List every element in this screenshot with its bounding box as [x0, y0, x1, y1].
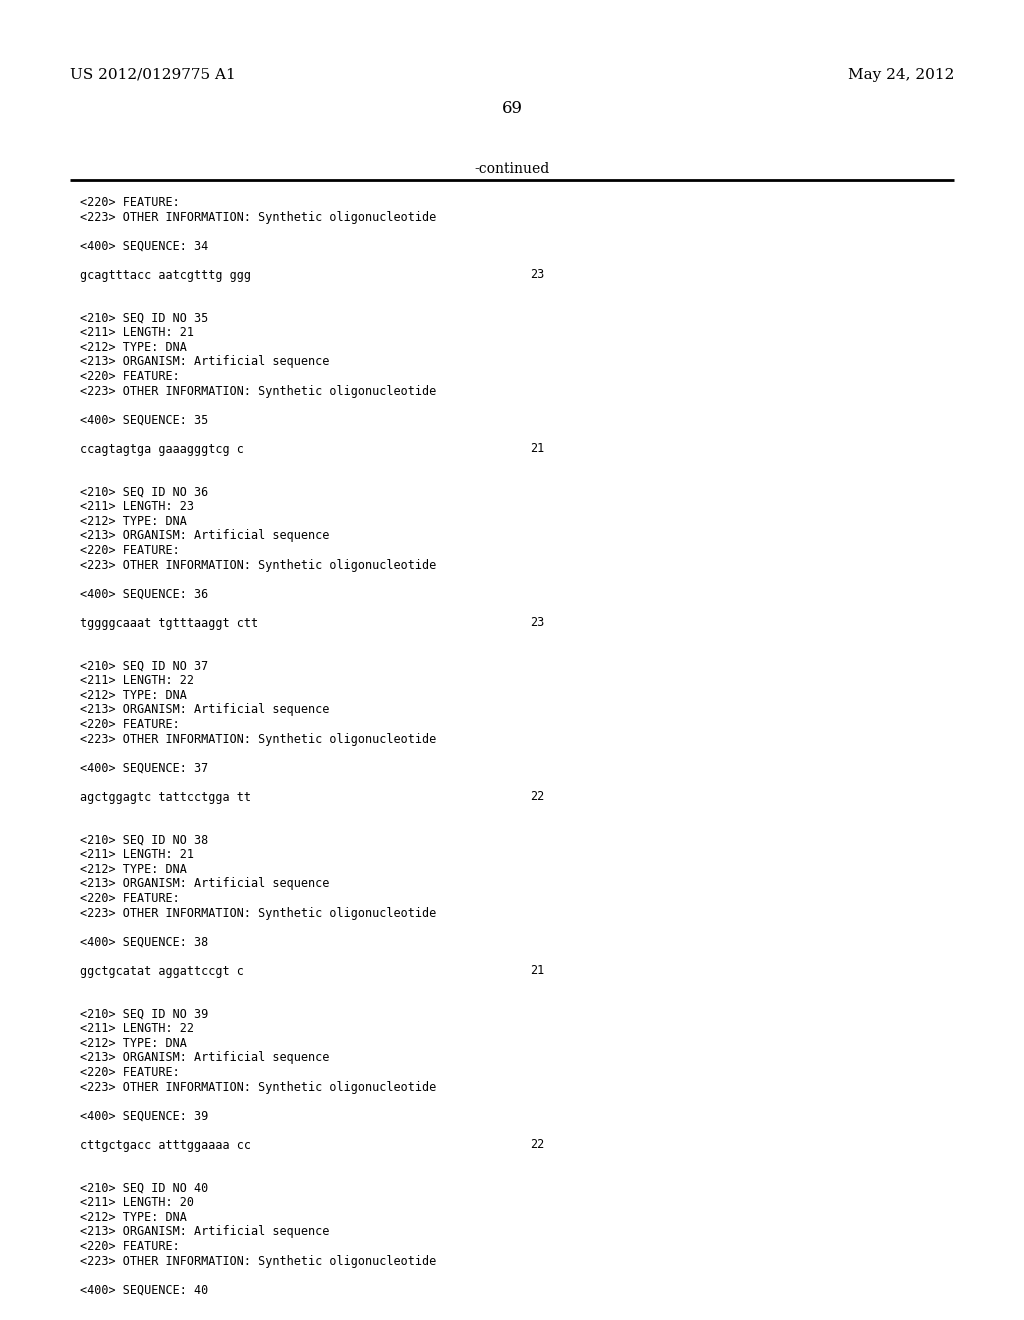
Text: <223> OTHER INFORMATION: Synthetic oligonucleotide: <223> OTHER INFORMATION: Synthetic oligo… — [80, 1081, 436, 1093]
Text: <210> SEQ ID NO 40: <210> SEQ ID NO 40 — [80, 1181, 208, 1195]
Text: <210> SEQ ID NO 39: <210> SEQ ID NO 39 — [80, 1008, 208, 1020]
Text: cttgctgacc atttggaaaa cc: cttgctgacc atttggaaaa cc — [80, 1138, 251, 1151]
Text: <213> ORGANISM: Artificial sequence: <213> ORGANISM: Artificial sequence — [80, 878, 330, 891]
Text: <400> SEQUENCE: 38: <400> SEQUENCE: 38 — [80, 936, 208, 949]
Text: <212> TYPE: DNA: <212> TYPE: DNA — [80, 341, 186, 354]
Text: 21: 21 — [530, 965, 544, 978]
Text: <211> LENGTH: 22: <211> LENGTH: 22 — [80, 675, 194, 688]
Text: <210> SEQ ID NO 36: <210> SEQ ID NO 36 — [80, 486, 208, 499]
Text: tggggcaaat tgtttaaggt ctt: tggggcaaat tgtttaaggt ctt — [80, 616, 258, 630]
Text: <213> ORGANISM: Artificial sequence: <213> ORGANISM: Artificial sequence — [80, 529, 330, 543]
Text: <220> FEATURE:: <220> FEATURE: — [80, 1239, 180, 1253]
Text: <211> LENGTH: 21: <211> LENGTH: 21 — [80, 326, 194, 339]
Text: ccagtagtga gaaagggtcg c: ccagtagtga gaaagggtcg c — [80, 442, 244, 455]
Text: <220> FEATURE:: <220> FEATURE: — [80, 892, 180, 906]
Text: <213> ORGANISM: Artificial sequence: <213> ORGANISM: Artificial sequence — [80, 1052, 330, 1064]
Text: <220> FEATURE:: <220> FEATURE: — [80, 195, 180, 209]
Text: <212> TYPE: DNA: <212> TYPE: DNA — [80, 1038, 186, 1049]
Text: <212> TYPE: DNA: <212> TYPE: DNA — [80, 689, 186, 702]
Text: 22: 22 — [530, 1138, 544, 1151]
Text: <400> SEQUENCE: 39: <400> SEQUENCE: 39 — [80, 1110, 208, 1122]
Text: <223> OTHER INFORMATION: Synthetic oligonucleotide: <223> OTHER INFORMATION: Synthetic oligo… — [80, 1254, 436, 1267]
Text: -continued: -continued — [474, 162, 550, 176]
Text: <400> SEQUENCE: 40: <400> SEQUENCE: 40 — [80, 1283, 208, 1296]
Text: <210> SEQ ID NO 37: <210> SEQ ID NO 37 — [80, 660, 208, 673]
Text: agctggagtc tattcctgga tt: agctggagtc tattcctgga tt — [80, 791, 251, 804]
Text: <212> TYPE: DNA: <212> TYPE: DNA — [80, 1210, 186, 1224]
Text: 22: 22 — [530, 791, 544, 804]
Text: <213> ORGANISM: Artificial sequence: <213> ORGANISM: Artificial sequence — [80, 355, 330, 368]
Text: <213> ORGANISM: Artificial sequence: <213> ORGANISM: Artificial sequence — [80, 1225, 330, 1238]
Text: <223> OTHER INFORMATION: Synthetic oligonucleotide: <223> OTHER INFORMATION: Synthetic oligo… — [80, 384, 436, 397]
Text: <400> SEQUENCE: 34: <400> SEQUENCE: 34 — [80, 239, 208, 252]
Text: <400> SEQUENCE: 35: <400> SEQUENCE: 35 — [80, 413, 208, 426]
Text: <220> FEATURE:: <220> FEATURE: — [80, 370, 180, 383]
Text: <211> LENGTH: 21: <211> LENGTH: 21 — [80, 849, 194, 862]
Text: <212> TYPE: DNA: <212> TYPE: DNA — [80, 515, 186, 528]
Text: <213> ORGANISM: Artificial sequence: <213> ORGANISM: Artificial sequence — [80, 704, 330, 717]
Text: <212> TYPE: DNA: <212> TYPE: DNA — [80, 863, 186, 876]
Text: <211> LENGTH: 23: <211> LENGTH: 23 — [80, 500, 194, 513]
Text: <220> FEATURE:: <220> FEATURE: — [80, 718, 180, 731]
Text: <400> SEQUENCE: 36: <400> SEQUENCE: 36 — [80, 587, 208, 601]
Text: 21: 21 — [530, 442, 544, 455]
Text: <220> FEATURE:: <220> FEATURE: — [80, 544, 180, 557]
Text: ggctgcatat aggattccgt c: ggctgcatat aggattccgt c — [80, 965, 244, 978]
Text: <223> OTHER INFORMATION: Synthetic oligonucleotide: <223> OTHER INFORMATION: Synthetic oligo… — [80, 733, 436, 746]
Text: US 2012/0129775 A1: US 2012/0129775 A1 — [70, 69, 236, 82]
Text: <211> LENGTH: 22: <211> LENGTH: 22 — [80, 1023, 194, 1035]
Text: <220> FEATURE:: <220> FEATURE: — [80, 1067, 180, 1078]
Text: <400> SEQUENCE: 37: <400> SEQUENCE: 37 — [80, 762, 208, 775]
Text: <223> OTHER INFORMATION: Synthetic oligonucleotide: <223> OTHER INFORMATION: Synthetic oligo… — [80, 210, 436, 223]
Text: <210> SEQ ID NO 38: <210> SEQ ID NO 38 — [80, 834, 208, 847]
Text: 23: 23 — [530, 268, 544, 281]
Text: 23: 23 — [530, 616, 544, 630]
Text: <210> SEQ ID NO 35: <210> SEQ ID NO 35 — [80, 312, 208, 325]
Text: May 24, 2012: May 24, 2012 — [848, 69, 954, 82]
Text: 69: 69 — [502, 100, 522, 117]
Text: <223> OTHER INFORMATION: Synthetic oligonucleotide: <223> OTHER INFORMATION: Synthetic oligo… — [80, 907, 436, 920]
Text: <223> OTHER INFORMATION: Synthetic oligonucleotide: <223> OTHER INFORMATION: Synthetic oligo… — [80, 558, 436, 572]
Text: <211> LENGTH: 20: <211> LENGTH: 20 — [80, 1196, 194, 1209]
Text: gcagtttacc aatcgtttg ggg: gcagtttacc aatcgtttg ggg — [80, 268, 251, 281]
